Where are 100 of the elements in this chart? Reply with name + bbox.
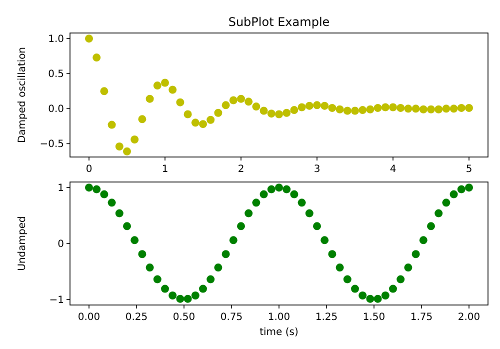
point xyxy=(214,108,222,117)
y-tick-label: 0.5 xyxy=(48,69,64,80)
point xyxy=(389,284,397,293)
point xyxy=(153,82,162,90)
y-tick-label: 1 xyxy=(58,183,64,194)
y-axis-title: Damped oscillation xyxy=(17,46,28,144)
x-tick-label: 0 xyxy=(86,164,92,175)
point xyxy=(222,101,230,110)
point xyxy=(100,87,108,96)
point xyxy=(404,104,412,113)
x-tick-label: 0.75 xyxy=(220,312,243,323)
point xyxy=(146,94,154,103)
point xyxy=(434,105,443,114)
point xyxy=(123,222,131,230)
point xyxy=(351,106,359,115)
point xyxy=(290,190,298,198)
point xyxy=(222,250,230,258)
point xyxy=(252,198,260,207)
point xyxy=(381,103,390,112)
point xyxy=(138,250,146,258)
point xyxy=(267,110,276,118)
point xyxy=(244,98,253,106)
point xyxy=(252,102,260,111)
point xyxy=(313,222,321,230)
point xyxy=(305,102,314,110)
point xyxy=(434,209,443,218)
point xyxy=(199,284,207,293)
point xyxy=(427,105,435,114)
point xyxy=(313,101,321,110)
point xyxy=(267,185,276,194)
x-tick-label: 0.00 xyxy=(78,312,100,323)
point xyxy=(191,118,200,127)
x-tick-label: 2.00 xyxy=(458,312,480,323)
x-axis-title: time (s) xyxy=(260,327,298,338)
point xyxy=(336,105,344,114)
point xyxy=(465,104,473,112)
point xyxy=(366,294,374,303)
point xyxy=(412,104,420,113)
point xyxy=(427,222,435,230)
point xyxy=(108,120,116,129)
point xyxy=(184,294,192,303)
point xyxy=(366,105,374,114)
y-tick-label: 1.0 xyxy=(48,34,64,46)
x-tick-label: 1.00 xyxy=(268,312,290,323)
point xyxy=(100,190,108,198)
point xyxy=(282,108,291,117)
point xyxy=(184,110,192,118)
point xyxy=(191,292,200,300)
point xyxy=(161,78,169,87)
x-tick-label: 4 xyxy=(390,164,396,175)
point xyxy=(229,96,238,104)
point xyxy=(328,104,336,112)
point xyxy=(396,104,405,112)
point xyxy=(450,190,458,198)
point xyxy=(450,104,458,113)
point xyxy=(412,250,420,258)
point xyxy=(130,135,139,144)
point xyxy=(92,185,101,194)
point xyxy=(115,142,124,150)
point xyxy=(130,236,139,244)
point xyxy=(457,185,466,194)
point xyxy=(153,275,162,284)
point xyxy=(199,120,207,128)
point xyxy=(404,264,412,272)
point xyxy=(206,275,215,284)
point xyxy=(320,102,329,110)
point xyxy=(168,86,177,94)
point xyxy=(85,34,93,43)
x-tick-label: 5 xyxy=(466,164,472,175)
y-tick-label: −1 xyxy=(49,294,64,306)
x-tick-label: 1.50 xyxy=(362,312,386,323)
point xyxy=(244,209,253,218)
point xyxy=(214,264,222,272)
x-tick-label: 0.25 xyxy=(125,312,148,323)
x-tick-label: 0.50 xyxy=(172,312,196,323)
chart-title: SubPlot Example xyxy=(228,15,330,29)
point xyxy=(457,104,466,112)
x-tick-label: 1.25 xyxy=(315,312,338,323)
point xyxy=(328,250,336,258)
point xyxy=(336,264,344,272)
y-tick-label: −0.5 xyxy=(40,139,64,150)
y-axis-title: Undamped xyxy=(17,216,28,271)
point xyxy=(374,104,382,112)
y-tick-label: 0 xyxy=(58,239,64,250)
point xyxy=(237,222,245,230)
point xyxy=(168,292,177,300)
point xyxy=(381,292,390,300)
point xyxy=(146,264,154,272)
point xyxy=(229,236,238,244)
point xyxy=(374,294,382,303)
point xyxy=(123,147,131,156)
point xyxy=(85,184,93,192)
point xyxy=(442,198,450,207)
point xyxy=(305,209,314,218)
point xyxy=(298,198,306,207)
x-tick-label: 1.75 xyxy=(410,312,433,323)
point xyxy=(389,103,397,112)
point xyxy=(419,236,428,244)
point xyxy=(260,190,268,198)
point xyxy=(298,103,306,112)
